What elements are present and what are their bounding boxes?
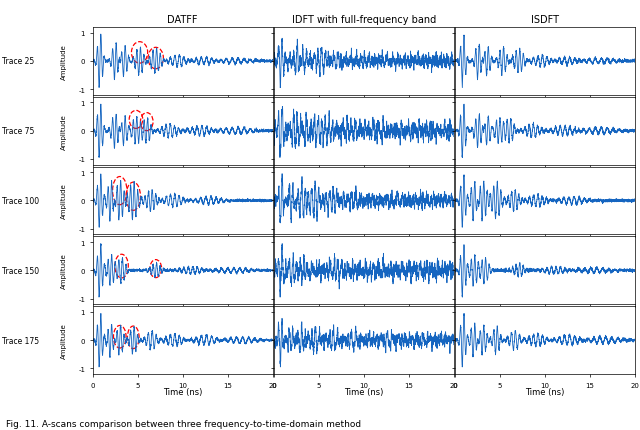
Text: DATFF: DATFF	[168, 15, 198, 25]
Text: Trace 100: Trace 100	[2, 197, 39, 206]
Text: Trace 25: Trace 25	[2, 57, 34, 66]
Text: Amplitude: Amplitude	[61, 114, 67, 149]
Text: Fig. 11. A-scans comparison between three frequency-to-time-domain method: Fig. 11. A-scans comparison between thre…	[6, 419, 362, 428]
Text: IDFT with full-frequency band: IDFT with full-frequency band	[292, 15, 436, 25]
Text: Time (ns): Time (ns)	[163, 387, 202, 396]
Text: ISDFT: ISDFT	[531, 15, 559, 25]
Text: Trace 175: Trace 175	[2, 336, 39, 345]
Text: Time (ns): Time (ns)	[525, 387, 564, 396]
Text: Amplitude: Amplitude	[61, 253, 67, 289]
Text: Amplitude: Amplitude	[61, 44, 67, 80]
Text: Amplitude: Amplitude	[61, 183, 67, 219]
Text: Trace 150: Trace 150	[2, 266, 39, 275]
Text: Trace 75: Trace 75	[2, 127, 35, 136]
Text: Amplitude: Amplitude	[61, 322, 67, 358]
Text: Time (ns): Time (ns)	[344, 387, 383, 396]
